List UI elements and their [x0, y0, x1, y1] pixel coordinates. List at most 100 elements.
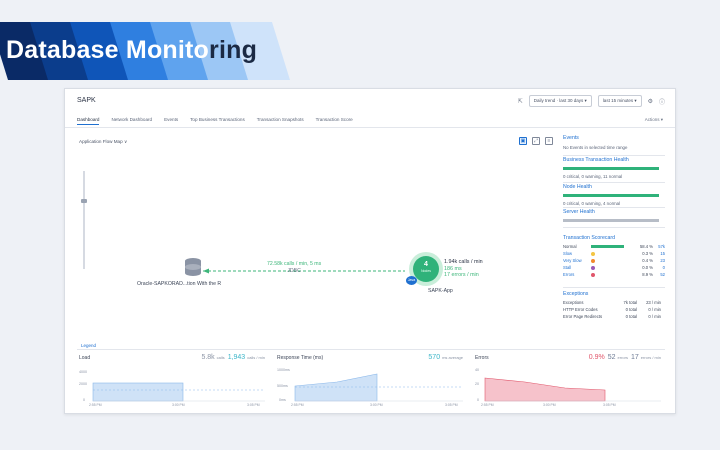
gear-icon[interactable]: ⚙ — [647, 98, 653, 105]
response-chart — [294, 373, 463, 402]
database-node-label[interactable]: Oracle-SAPKORAD...tion With the R — [137, 281, 222, 287]
scorecard-count: 57k — [658, 244, 665, 249]
scorecard-title[interactable]: Transaction Scorecard — [563, 235, 615, 241]
scorecard-row[interactable]: Stall 0.0 % 0 — [563, 264, 665, 271]
exception-row[interactable]: HTTP Error Codes 0 total 0 / min — [563, 306, 665, 313]
bt-health-title[interactable]: Business Transaction Health — [563, 157, 629, 163]
exceptions-section: Exceptions Exceptions 7k total 23 / min HTT… — [563, 291, 665, 320]
right-panel: Events No Events in selected time range … — [563, 135, 665, 345]
node-health-text: 0 critical, 0 warning, 4 normal — [563, 201, 621, 206]
edge-label[interactable]: 72.58k calls / min, 5 ms JDBC — [267, 261, 321, 274]
y-tick: 0 — [83, 398, 85, 402]
time-range-select[interactable]: Daily trend · last 30 days — [528, 95, 592, 107]
y-tick: 40 — [475, 368, 479, 372]
response-area — [294, 373, 378, 402]
errors-area — [484, 377, 606, 402]
errors-total: 52 — [607, 354, 616, 361]
node-count[interactable]: 4 — [424, 261, 428, 268]
errors-header: Errors 0.9% 52 errors 17 errors / min — [475, 354, 661, 362]
scorecard-row[interactable]: Very Slow 0.4 % 23 — [563, 257, 665, 264]
x-tick: 3:05 PM — [247, 403, 260, 407]
app-topbar: SAPK ⇱ Daily trend · last 30 days last 1… — [65, 89, 675, 109]
load-total: 5.8k — [201, 354, 215, 361]
tab-divider — [65, 127, 675, 128]
load-card[interactable]: Load 5.8k calls 1,943 calls / min 4000 2… — [77, 354, 267, 410]
errors-card[interactable]: Errors 0.9% 52 errors 17 errors / min 40… — [473, 354, 663, 410]
node-health-title[interactable]: Node Health — [563, 184, 592, 190]
scorecard-row[interactable]: Normal 58.4 % 57k — [563, 243, 665, 250]
scorecard-dot — [591, 265, 595, 270]
actions-menu[interactable]: Actions ▾ — [644, 117, 663, 122]
load-header: Load 5.8k calls 1,943 calls / min — [79, 354, 265, 362]
zoom-slider-handle[interactable] — [81, 199, 87, 203]
divider — [563, 182, 665, 183]
flow-edge-arrow — [203, 268, 209, 274]
java-badge: Java — [406, 276, 417, 285]
flow-filter-select[interactable]: Application Flow Map — [79, 139, 127, 145]
load-chart — [92, 382, 265, 402]
help-icon[interactable]: ⓘ — [658, 99, 665, 106]
y-tick: 4000 — [79, 370, 87, 374]
edge-calls: 72.58k calls / min, 5 ms — [267, 261, 322, 267]
load-rate-unit: calls / min — [247, 355, 265, 360]
events-section: Events No Events in selected time range — [563, 135, 665, 150]
exception-rate: 0 / min — [648, 307, 661, 312]
tab-events[interactable]: Events — [164, 117, 179, 122]
response-time-card[interactable]: Response Time (ms) 570 ms average 1000ms… — [275, 354, 465, 410]
exception-name: Exceptions — [563, 300, 584, 305]
exception-name: Error Page Redirects — [563, 314, 603, 319]
export-icon[interactable]: ⇱ — [517, 98, 523, 105]
scorecard-dot — [591, 251, 595, 256]
x-tick: 3:00 PM — [370, 403, 383, 407]
events-title[interactable]: Events — [563, 135, 579, 141]
tab-dashboard[interactable]: Dashboard — [77, 117, 100, 125]
x-tick: 2:55 PM — [481, 403, 494, 407]
scorecard-section: Transaction Scorecard Normal 58.4 % 57k Slo… — [563, 235, 665, 278]
scorecard-dot — [591, 258, 595, 263]
y-tick: 0 — [477, 398, 479, 402]
scorecard-value: 0.3 % — [642, 251, 653, 256]
load-total-unit: calls — [216, 355, 225, 360]
exception-total: 7k total — [623, 300, 637, 305]
exception-row[interactable]: Exceptions 7k total 23 / min — [563, 299, 665, 306]
exception-row[interactable]: Error Page Redirects 0 total 0 / min — [563, 313, 665, 320]
tab-top-business-transactions[interactable]: Top Business Transactions — [190, 117, 245, 122]
response-title: Response Time (ms) — [277, 355, 324, 361]
scorecard-value: 58.4 % — [639, 244, 653, 249]
scorecard-count: 15 — [660, 251, 665, 256]
scorecard-name: Stall — [563, 265, 572, 270]
layout-icon[interactable]: ▣ — [519, 137, 527, 145]
node-stats: 1.94k calls / min 186 ms 17 errors / min — [444, 259, 483, 279]
node-calls: 1.94k calls / min — [444, 259, 483, 265]
server-health-section: Server Health — [563, 209, 665, 222]
exceptions-title[interactable]: Exceptions — [563, 291, 589, 297]
tab-transaction-snapshots[interactable]: Transaction Snapshots — [256, 117, 304, 122]
scorecard-count: 52 — [660, 272, 665, 277]
expand-icon[interactable]: ⤢ — [532, 137, 540, 145]
nav-tabs: Dashboard Network Dashboard Events Top B… — [77, 117, 353, 125]
zoom-slider[interactable] — [81, 171, 87, 269]
scorecard-dot — [591, 272, 595, 277]
legend-link[interactable]: Legend — [81, 343, 97, 348]
node-health-section: Node Health 0 critical, 0 warning, 4 nor… — [563, 184, 665, 206]
scorecard-name: Errors — [563, 272, 575, 277]
scorecard-row[interactable]: Errors 8.9 % 52 — [563, 271, 665, 278]
y-tick: 1000ms — [277, 368, 290, 372]
y-tick: 0ms — [279, 398, 286, 402]
divider — [563, 287, 665, 288]
bt-health-text: 0 critical, 0 warning, 11 normal — [563, 174, 623, 179]
response-avg-unit: ms average — [442, 355, 463, 360]
bt-health-bar — [563, 167, 659, 170]
scorecard-row[interactable]: Slow 0.3 % 15 — [563, 250, 665, 257]
app-window: SAPK ⇱ Daily trend · last 30 days last 1… — [64, 88, 676, 414]
scorecard-count: 23 — [660, 258, 665, 263]
x-tick: 3:00 PM — [172, 403, 185, 407]
server-health-title[interactable]: Server Health — [563, 209, 595, 215]
settings-icon[interactable]: ≡ — [545, 137, 553, 145]
scorecard-value: 8.9 % — [642, 272, 653, 277]
node-health-bar — [563, 194, 659, 197]
tab-transaction-score[interactable]: Transaction Score — [315, 117, 353, 122]
app-node-label[interactable]: SAPK-App — [428, 288, 453, 294]
refresh-select[interactable]: last 15 minutes — [597, 95, 642, 107]
tab-network-dashboard[interactable]: Network Dashboard — [111, 117, 153, 122]
